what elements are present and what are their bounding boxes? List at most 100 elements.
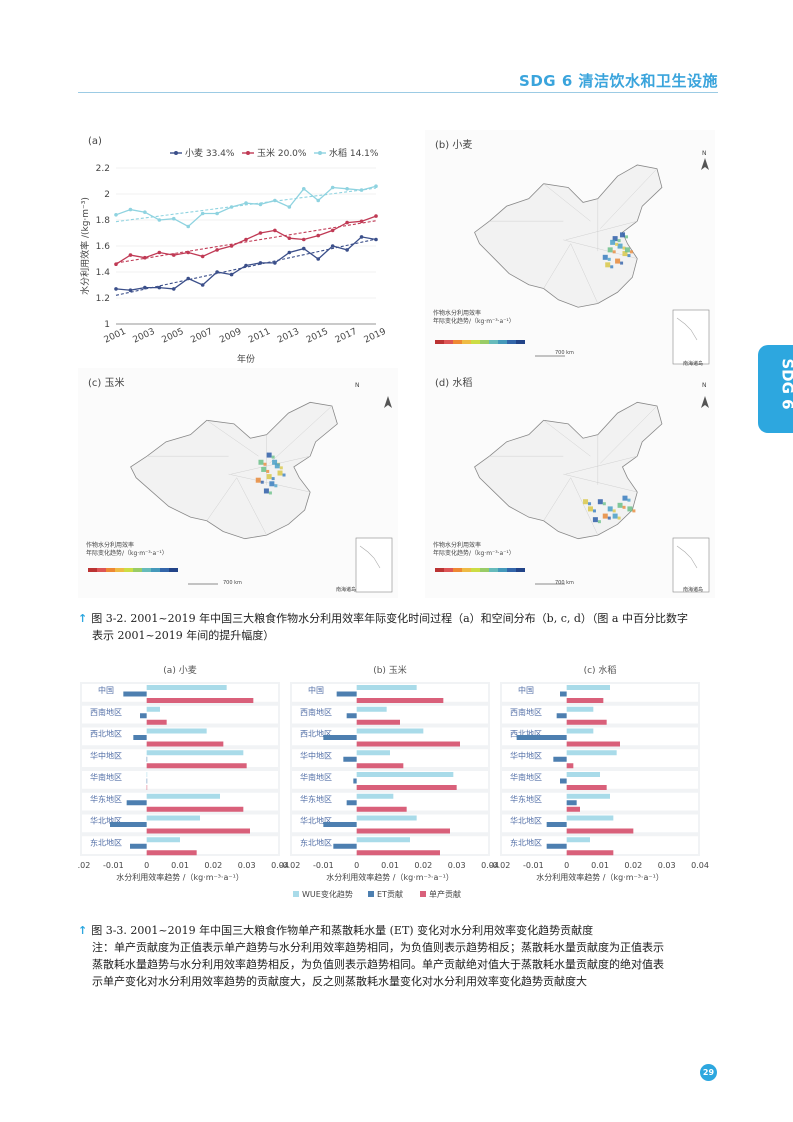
trend-cell (602, 502, 606, 506)
series-point-1 (186, 250, 191, 255)
bar-x-tick-label: -0.02 (78, 861, 90, 870)
series-point-2 (114, 213, 118, 217)
bar-x-tick-label: 0.02 (204, 861, 222, 870)
region-row-bg (502, 705, 698, 724)
bar-ET贡献 (336, 691, 357, 697)
series-point-0 (330, 244, 335, 248)
map-scale-label-wheat: 700 km (555, 350, 574, 356)
bar-单产贡献 (146, 806, 244, 812)
bar-ET贡献 (546, 843, 567, 849)
bar-单产贡献 (356, 741, 460, 747)
caption2-line4: 示单产变化对水分利用效率趋势的贡献度大，反之则蒸散耗水量变化对水分利用效率变化趋… (92, 975, 587, 988)
region-row-bg (82, 727, 278, 746)
fig2-panel-c: (c) 玉米 作物水分利用效率 年际变化趋势/（kg·m⁻³·a⁻¹） N 70… (78, 368, 398, 598)
bar-WUE变化趋势 (356, 750, 390, 756)
map-north-label-maize: N (355, 382, 360, 389)
province-boundary (543, 183, 591, 222)
legend-color-cell (516, 340, 525, 344)
bar-x-tick-label: 0.03 (658, 861, 676, 870)
province-boundary (231, 455, 311, 475)
bar-WUE变化趋势 (146, 685, 227, 690)
bar-ET贡献 (346, 713, 357, 719)
trend-line-1 (115, 220, 377, 264)
series-line-2 (115, 185, 377, 228)
region-label: 华东地区 (300, 794, 332, 804)
bar-单产贡献 (146, 698, 254, 703)
bar-ET贡献 (560, 691, 567, 697)
fig2-panel-a-label: (a) (88, 136, 102, 147)
legend-color-cell (435, 340, 444, 344)
bar-WUE变化趋势 (146, 815, 200, 821)
bar-x-axis-label: 水分利用效率趋势 /（kg·m⁻³·a⁻¹） (116, 872, 244, 882)
caption2-line1: 图 3-3. 2001~2019 年中国三大粮食作物单产和蒸散耗水量 (ET) … (91, 924, 594, 937)
legend-color-cell (160, 568, 169, 572)
series-point-1 (330, 228, 335, 233)
legend-label-0: 小麦 33.4% (185, 147, 235, 159)
bar-单产贡献 (566, 719, 607, 725)
y-axis-label: 水分利用效率 /(kg·m⁻³) (79, 197, 91, 295)
bar-x-tick-label: -0.01 (103, 861, 124, 870)
trend-line-0 (115, 238, 377, 296)
trend-cell (255, 477, 261, 483)
bar-WUE变化趋势 (566, 772, 600, 777)
region-label: 西北地区 (510, 729, 542, 739)
bar-WUE变化趋势 (146, 793, 220, 799)
bar-WUE变化趋势 (356, 793, 394, 799)
legend-color-cell (480, 568, 489, 572)
region-row-bg (502, 836, 698, 854)
caption-arrow-icon: ↑ (78, 924, 88, 937)
fig2-panel-b: (b) 小麦 作物水分利用效率 年际变化趋势/（kg·m⁻³·a⁻¹） N 70… (425, 130, 715, 370)
region-label: 华北地区 (300, 816, 332, 826)
x-tick-label: 2003 (132, 327, 157, 346)
bar-legend-label-0: WUE变化趋势 (302, 889, 353, 899)
bar-x-tick-label: -0.02 (490, 861, 511, 870)
map-legend-sub-wheat: 年际变化趋势/（kg·m⁻³·a⁻¹） (433, 318, 515, 325)
fig2-panel-b-label: (b) 小麦 (435, 140, 473, 151)
series-point-0 (114, 287, 118, 291)
series-point-2 (186, 224, 191, 229)
china-outline (130, 401, 338, 540)
y-tick-label: 1.6 (96, 242, 111, 252)
bar-单产贡献 (356, 698, 444, 703)
legend-color-cell (498, 340, 507, 344)
bar-ET贡献 (146, 756, 148, 762)
bar-x-tick-label: 0.01 (591, 861, 609, 870)
map-scale-label-maize: 700 km (223, 580, 242, 586)
bar-WUE变化趋势 (356, 728, 424, 734)
caption2-line3: 蒸散耗水量趋势与水分利用效率趋势相反，为负值则表示趋势相同。单产贡献绝对值大于蒸… (92, 958, 664, 971)
map-north-label-wheat: N (702, 150, 707, 157)
series-point-2 (157, 218, 162, 222)
region-label: 华北地区 (510, 816, 542, 826)
caption1-line2: 表示 2001~2019 年间的提升幅度） (92, 629, 275, 642)
series-point-1 (301, 237, 306, 242)
region-label: 华东地区 (90, 794, 122, 804)
bar-WUE变化趋势 (566, 793, 610, 799)
series-point-1 (171, 253, 176, 257)
series-point-1 (287, 236, 292, 240)
x-tick-label: 2019 (363, 327, 388, 346)
region-row-bg (82, 771, 278, 789)
bar-单产贡献 (146, 763, 247, 769)
trend-cell (266, 452, 272, 458)
bar-ET贡献 (323, 822, 357, 827)
bar-WUE变化趋势 (356, 837, 410, 843)
series-point-1 (200, 254, 205, 259)
south-china-sea-inset (355, 537, 393, 593)
legend-color-cell (169, 568, 178, 572)
legend-swatch (293, 891, 299, 897)
bar-单产贡献 (356, 828, 450, 834)
trend-cell (602, 513, 608, 519)
province-boundary (543, 477, 571, 521)
trend-cell (282, 473, 286, 477)
province-boundary (206, 420, 259, 457)
trend-cell (266, 469, 270, 473)
region-label: 华中地区 (510, 750, 542, 760)
legend-color-cell (462, 568, 471, 572)
bar-WUE变化趋势 (566, 837, 590, 843)
region-row-bg (292, 749, 488, 767)
bar-x-tick-label: 0 (564, 861, 569, 870)
region-row-bg (292, 814, 488, 833)
legend-color-cell (115, 568, 124, 572)
region-label: 中国 (518, 685, 534, 695)
bar-WUE变化趋势 (356, 685, 417, 690)
